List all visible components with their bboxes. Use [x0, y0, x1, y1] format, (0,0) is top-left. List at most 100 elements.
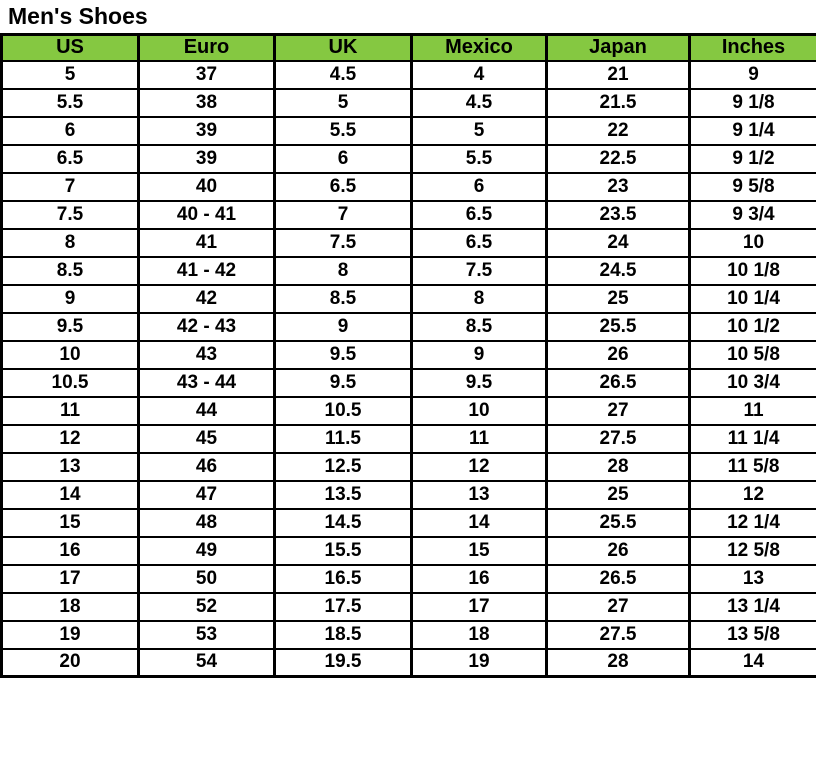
table-cell: 15.5 [273, 535, 413, 566]
table-row: 5.5 38 5 4.5 21.5 9 1/8 [0, 87, 816, 118]
table-cell: 14.5 [273, 507, 413, 538]
table-row: 16 49 15.5 15 26 12 5/8 [0, 535, 816, 566]
table-row: 19 53 18.5 18 27.5 13 5/8 [0, 619, 816, 650]
table-cell: 26 [545, 339, 691, 370]
table-row: 10.5 43 - 44 9.5 9.5 26.5 10 3/4 [0, 367, 816, 398]
table-cell: 5 [0, 59, 140, 90]
table-cell: 9 [273, 311, 413, 342]
table-cell: 15 [0, 507, 140, 538]
table-cell: 26.5 [545, 367, 691, 398]
table-cell: 12 [410, 451, 548, 482]
table-cell: 11 5/8 [688, 451, 816, 482]
table-cell: 7.5 [410, 255, 548, 286]
table-cell: 27.5 [545, 619, 691, 650]
column-header-uk: UK [273, 33, 413, 62]
table-cell: 18 [0, 591, 140, 622]
table-cell: 20 [0, 647, 140, 678]
table-cell: 43 [137, 339, 276, 370]
table-cell: 10 5/8 [688, 339, 816, 370]
table-cell: 19 [410, 647, 548, 678]
table-row: 5 37 4.5 4 21 9 [0, 59, 816, 90]
table-cell: 11 1/4 [688, 423, 816, 454]
table-cell: 19 [0, 619, 140, 650]
table-cell: 22 [545, 115, 691, 146]
shoe-size-conversion-table: US Euro UK Mexico Japan Inches 5 37 4.5 4 21 9 5.5 3… [0, 33, 816, 678]
table-cell: 10 1/2 [688, 311, 816, 342]
table-cell: 46 [137, 451, 276, 482]
table-cell: 25 [545, 283, 691, 314]
table-cell: 6.5 [0, 143, 140, 174]
table-cell: 13 [0, 451, 140, 482]
table-cell: 9 [410, 339, 548, 370]
column-header-mexico: Mexico [410, 33, 548, 62]
table-cell: 13 1/4 [688, 591, 816, 622]
table-cell: 38 [137, 87, 276, 118]
table-row: 7 40 6.5 6 23 9 5/8 [0, 171, 816, 202]
table-body: 5 37 4.5 4 21 9 5.5 38 5 4.5 21.5 9 1/8 6 39 5.5 5 22 9 1… [0, 59, 816, 678]
table-cell: 18 [410, 619, 548, 650]
table-cell: 53 [137, 619, 276, 650]
table-cell: 10 [0, 339, 140, 370]
table-cell: 42 [137, 283, 276, 314]
table-cell: 7.5 [273, 227, 413, 258]
table-cell: 6.5 [410, 227, 548, 258]
table-cell: 13.5 [273, 479, 413, 510]
table-row: 6.5 39 6 5.5 22.5 9 1/2 [0, 143, 816, 174]
table-row: 14 47 13.5 13 25 12 [0, 479, 816, 510]
table-cell: 54 [137, 647, 276, 678]
table-row: 7.5 40 - 41 7 6.5 23.5 9 3/4 [0, 199, 816, 230]
table-cell: 25.5 [545, 311, 691, 342]
table-cell: 9.5 [0, 311, 140, 342]
table-cell: 14 [0, 479, 140, 510]
column-header-japan: Japan [545, 33, 691, 62]
table-cell: 8 [273, 255, 413, 286]
table-cell: 10 [688, 227, 816, 258]
table-cell: 22.5 [545, 143, 691, 174]
table-cell: 24.5 [545, 255, 691, 286]
table-cell: 39 [137, 115, 276, 146]
table-cell: 23 [545, 171, 691, 202]
table-cell: 9 1/2 [688, 143, 816, 174]
table-cell: 28 [545, 647, 691, 678]
table-cell: 10 3/4 [688, 367, 816, 398]
table-cell: 11 [688, 395, 816, 426]
table-cell: 7.5 [0, 199, 140, 230]
table-cell: 21.5 [545, 87, 691, 118]
table-cell: 42 - 43 [137, 311, 276, 342]
table-row: 6 39 5.5 5 22 9 1/4 [0, 115, 816, 146]
table-cell: 9 [0, 283, 140, 314]
table-cell: 45 [137, 423, 276, 454]
table-cell: 13 5/8 [688, 619, 816, 650]
table-cell: 27 [545, 395, 691, 426]
table-cell: 17 [0, 563, 140, 594]
table-row: 8.5 41 - 42 8 7.5 24.5 10 1/8 [0, 255, 816, 286]
table-cell: 49 [137, 535, 276, 566]
table-cell: 8.5 [410, 311, 548, 342]
table-cell: 26 [545, 535, 691, 566]
table-row: 9 42 8.5 8 25 10 1/4 [0, 283, 816, 314]
table-cell: 12 [0, 423, 140, 454]
table-cell: 12 1/4 [688, 507, 816, 538]
table-row: 8 41 7.5 6.5 24 10 [0, 227, 816, 258]
table-cell: 6 [0, 115, 140, 146]
table-row: 13 46 12.5 12 28 11 5/8 [0, 451, 816, 482]
table-row: 18 52 17.5 17 27 13 1/4 [0, 591, 816, 622]
table-cell: 10.5 [273, 395, 413, 426]
table-cell: 17.5 [273, 591, 413, 622]
table-row: 10 43 9.5 9 26 10 5/8 [0, 339, 816, 370]
table-cell: 5 [273, 87, 413, 118]
table-cell: 41 [137, 227, 276, 258]
table-cell: 9 [688, 59, 816, 90]
table-cell: 27 [545, 591, 691, 622]
table-cell: 5.5 [0, 87, 140, 118]
table-cell: 43 - 44 [137, 367, 276, 398]
table-cell: 13 [688, 563, 816, 594]
table-row: 15 48 14.5 14 25.5 12 1/4 [0, 507, 816, 538]
table-cell: 25 [545, 479, 691, 510]
table-cell: 18.5 [273, 619, 413, 650]
table-cell: 5 [410, 115, 548, 146]
table-cell: 11 [0, 395, 140, 426]
table-cell: 12 5/8 [688, 535, 816, 566]
table-cell: 28 [545, 451, 691, 482]
